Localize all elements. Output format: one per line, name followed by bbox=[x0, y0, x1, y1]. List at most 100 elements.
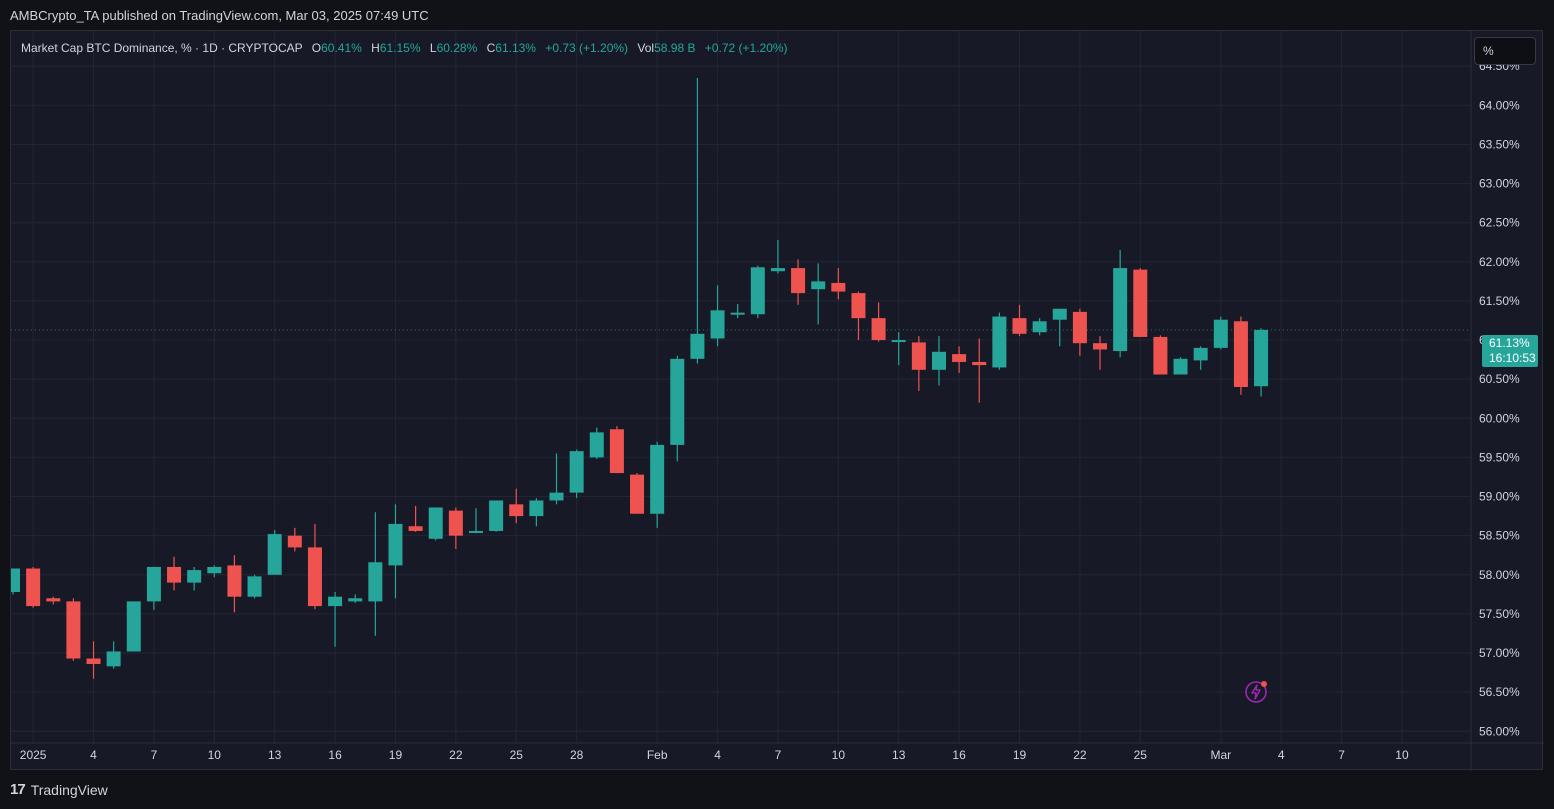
y-tick-label: 59.00% bbox=[1479, 490, 1520, 504]
candle-body[interactable] bbox=[791, 268, 806, 294]
candle-body[interactable] bbox=[408, 526, 423, 531]
candle-body[interactable] bbox=[106, 651, 121, 667]
candle-body[interactable] bbox=[871, 318, 886, 341]
candle-body[interactable] bbox=[1153, 336, 1168, 375]
candle-body[interactable] bbox=[972, 361, 987, 366]
candle-body[interactable] bbox=[630, 474, 645, 514]
candle-body[interactable] bbox=[1213, 319, 1228, 348]
candle-body[interactable] bbox=[11, 568, 20, 592]
candle-body[interactable] bbox=[992, 316, 1007, 368]
candle-body[interactable] bbox=[911, 342, 926, 370]
symbol-title[interactable]: Market Cap BTC Dominance, % · 1D · CRYPT… bbox=[21, 41, 303, 55]
candle-body[interactable] bbox=[549, 492, 564, 501]
candle-body[interactable] bbox=[831, 282, 846, 292]
candle-body[interactable] bbox=[1113, 268, 1128, 352]
candle-body[interactable] bbox=[167, 566, 182, 583]
candle-body[interactable] bbox=[1133, 269, 1148, 337]
candle-body[interactable] bbox=[388, 523, 403, 566]
candle-body[interactable] bbox=[146, 566, 161, 602]
x-tick-label: 4 bbox=[90, 748, 97, 762]
candle-body[interactable] bbox=[126, 601, 141, 652]
bar-countdown: 16:10:53 bbox=[1489, 351, 1536, 365]
candle-body[interactable] bbox=[569, 451, 584, 493]
candle-body[interactable] bbox=[1193, 347, 1208, 361]
brand-name: TradingView bbox=[30, 781, 108, 798]
y-tick-label: 63.50% bbox=[1479, 137, 1520, 151]
candle-body[interactable] bbox=[307, 547, 322, 607]
candle-body[interactable] bbox=[1173, 358, 1188, 375]
y-tick-label: 64.00% bbox=[1479, 98, 1520, 112]
candle-body[interactable] bbox=[770, 268, 785, 272]
x-tick-label: Mar bbox=[1210, 748, 1231, 762]
percent-scale-button[interactable]: % bbox=[1474, 37, 1536, 65]
candle-body[interactable] bbox=[287, 535, 302, 548]
candle-body[interactable] bbox=[509, 504, 524, 517]
candle-body[interactable] bbox=[811, 281, 826, 290]
x-tick-label: 10 bbox=[832, 748, 846, 762]
close-label: C bbox=[486, 41, 496, 55]
candle-body[interactable] bbox=[227, 565, 242, 597]
candle-body[interactable] bbox=[86, 658, 101, 664]
open-value: 60.41% bbox=[321, 41, 362, 55]
candle-body[interactable] bbox=[1072, 311, 1087, 344]
x-tick-label: 16 bbox=[952, 748, 966, 762]
candle-body[interactable] bbox=[529, 500, 544, 517]
candle-body[interactable] bbox=[851, 293, 866, 319]
lightning-icon[interactable] bbox=[1244, 680, 1268, 704]
publish-info: AMBCrypto_TA published on TradingView.co… bbox=[10, 8, 429, 23]
candle-body[interactable] bbox=[891, 340, 906, 343]
y-tick-label: 58.50% bbox=[1479, 529, 1520, 543]
candle-body[interactable] bbox=[730, 312, 745, 315]
candle-body[interactable] bbox=[247, 576, 262, 597]
candle-body[interactable] bbox=[670, 358, 685, 445]
candlestick-chart[interactable]: 64.50%64.00%63.50%63.00%62.50%62.00%61.5… bbox=[11, 31, 1544, 771]
candle-body[interactable] bbox=[1032, 321, 1047, 333]
y-tick-label: 57.50% bbox=[1479, 607, 1520, 621]
tradingview-logo[interactable]: 17 TradingView bbox=[10, 781, 108, 798]
y-tick-label: 58.00% bbox=[1479, 568, 1520, 582]
candle-body[interactable] bbox=[187, 570, 202, 583]
x-tick-label: 16 bbox=[328, 748, 342, 762]
candle-body[interactable] bbox=[1233, 321, 1248, 387]
candle-body[interactable] bbox=[348, 598, 363, 602]
y-tick-label: 56.50% bbox=[1479, 685, 1520, 699]
candle-body[interactable] bbox=[690, 333, 705, 359]
candle-body[interactable] bbox=[710, 310, 725, 339]
candle-body[interactable] bbox=[952, 354, 967, 362]
candle-body[interactable] bbox=[1012, 318, 1027, 334]
last-price: 61.13% bbox=[1489, 336, 1530, 350]
y-tick-label: 60.00% bbox=[1479, 411, 1520, 425]
symbol-legend: Market Cap BTC Dominance, % · 1D · CRYPT… bbox=[21, 41, 788, 55]
x-tick-label: 28 bbox=[570, 748, 584, 762]
candle-body[interactable] bbox=[931, 351, 946, 370]
tradingview-mark-icon: 17 bbox=[10, 781, 26, 798]
x-tick-label: 2025 bbox=[20, 748, 47, 762]
candle-body[interactable] bbox=[428, 507, 443, 539]
volume-label: Vol bbox=[637, 41, 655, 55]
candle-body[interactable] bbox=[26, 568, 41, 607]
last-price-tag: 61.13% 16:10:53 bbox=[1482, 335, 1538, 367]
candle-body[interactable] bbox=[1254, 329, 1269, 387]
candle-body[interactable] bbox=[1052, 308, 1067, 320]
candle-body[interactable] bbox=[66, 601, 81, 659]
candle-body[interactable] bbox=[448, 510, 463, 536]
candle-body[interactable] bbox=[650, 444, 665, 514]
candle-body[interactable] bbox=[207, 566, 222, 574]
candle-body[interactable] bbox=[750, 267, 765, 315]
candle-body[interactable] bbox=[46, 598, 61, 602]
candle-body[interactable] bbox=[468, 530, 483, 533]
x-tick-label: 19 bbox=[389, 748, 403, 762]
x-tick-label: 13 bbox=[892, 748, 906, 762]
candle-body[interactable] bbox=[267, 534, 282, 575]
x-tick-label: 25 bbox=[1134, 748, 1148, 762]
candle-body[interactable] bbox=[368, 562, 383, 602]
open-label: O bbox=[311, 41, 322, 55]
candle-body[interactable] bbox=[589, 432, 604, 458]
candle-body[interactable] bbox=[489, 500, 504, 531]
candle-body[interactable] bbox=[1093, 343, 1108, 350]
x-tick-label: 10 bbox=[1395, 748, 1409, 762]
candle-body[interactable] bbox=[609, 429, 624, 474]
candle-body[interactable] bbox=[328, 596, 343, 607]
x-tick-label: 13 bbox=[268, 748, 282, 762]
chart-panel[interactable]: 64.50% 64.00% 63.50% 63.00% 62.50% 62.00% 61.5… bbox=[10, 30, 1544, 771]
